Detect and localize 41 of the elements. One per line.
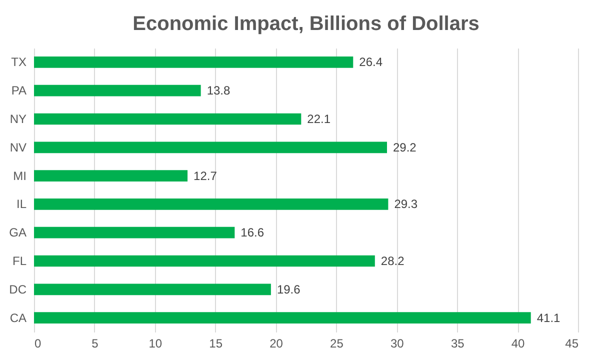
y-tick-label: FL	[12, 254, 27, 268]
data-label: 28.2	[380, 254, 405, 268]
x-tick-label: 35	[450, 336, 465, 350]
x-tick-label: 25	[330, 336, 344, 350]
bar	[34, 170, 188, 182]
x-tick-label: 30	[390, 336, 404, 350]
y-tick-label: NV	[10, 140, 26, 154]
data-label: 26.4	[359, 55, 383, 70]
y-tick-label: MI	[13, 168, 26, 183]
x-tick-label: 40	[511, 336, 526, 350]
x-tick-label: 15	[209, 336, 223, 350]
bar	[34, 113, 302, 125]
y-tick-label: PA	[11, 84, 26, 98]
data-label: 29.2	[392, 140, 417, 154]
bar	[34, 284, 271, 296]
bar	[34, 312, 531, 324]
bar	[34, 226, 235, 238]
y-tick-label: NY	[10, 112, 26, 126]
bar	[34, 198, 388, 210]
x-tick-label: 0	[34, 336, 42, 350]
data-label: 19.6	[276, 282, 301, 296]
x-tick-label: 10	[148, 336, 162, 350]
bar	[34, 142, 387, 154]
y-tick-label: DC	[9, 282, 27, 296]
x-tick-label: 5	[92, 336, 99, 350]
data-label: 12.7	[194, 168, 218, 183]
y-tick-label: GA	[9, 226, 26, 240]
data-label: 29.3	[394, 197, 418, 212]
x-tick-label: 20	[270, 336, 284, 350]
data-label: 13.8	[206, 84, 231, 98]
bar	[34, 255, 375, 267]
y-tick-label: IL	[16, 197, 27, 212]
x-tick-label: 45	[565, 336, 579, 350]
y-tick-label: TX	[11, 55, 26, 70]
data-label: 22.1	[307, 112, 331, 126]
y-tick-label: CA	[10, 310, 26, 325]
bar	[34, 84, 201, 96]
data-label: 41.1	[536, 310, 561, 325]
data-label: 16.6	[240, 226, 264, 240]
bar	[34, 56, 354, 68]
chart-title: Economic Impact, Billions of Dollars	[132, 13, 480, 35]
